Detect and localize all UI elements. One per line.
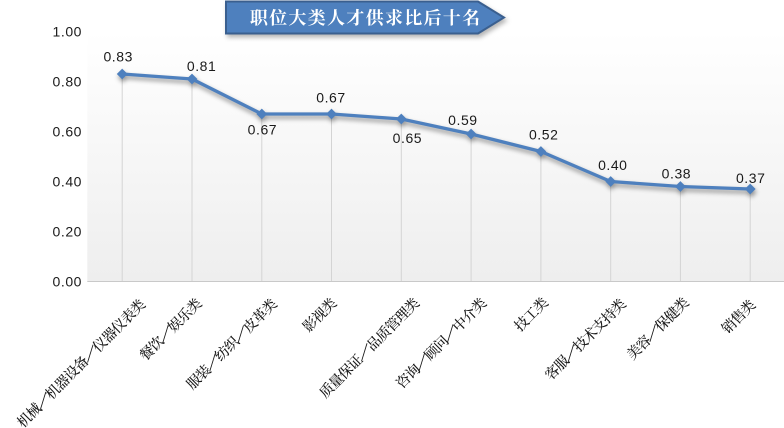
svg-text:0.67: 0.67 xyxy=(316,90,345,106)
svg-text:0.20: 0.20 xyxy=(53,224,82,240)
svg-text:0.81: 0.81 xyxy=(187,58,216,74)
svg-text:0.60: 0.60 xyxy=(53,124,82,140)
svg-text:0.37: 0.37 xyxy=(736,170,765,186)
svg-text:0.65: 0.65 xyxy=(393,130,422,146)
svg-text:0.52: 0.52 xyxy=(529,126,558,142)
svg-text:0.40: 0.40 xyxy=(53,174,82,190)
svg-text:0.80: 0.80 xyxy=(53,74,82,90)
svg-text:0.00: 0.00 xyxy=(53,274,82,290)
svg-text:0.59: 0.59 xyxy=(448,112,477,128)
svg-text:0.38: 0.38 xyxy=(662,166,691,182)
svg-text:1.00: 1.00 xyxy=(53,24,82,40)
svg-text:0.83: 0.83 xyxy=(103,49,132,65)
svg-text:0.67: 0.67 xyxy=(248,122,277,138)
svg-text:0.40: 0.40 xyxy=(598,157,627,173)
